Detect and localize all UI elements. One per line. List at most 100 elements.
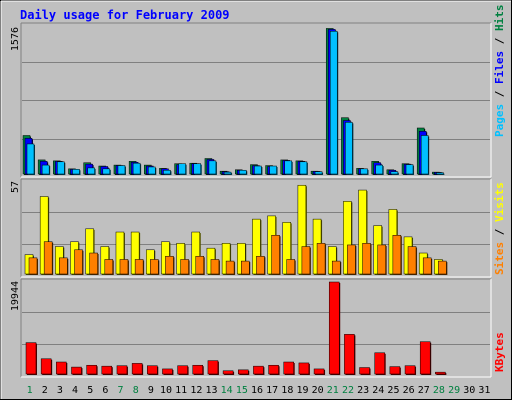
bar-kbytes-day-22 (344, 334, 355, 375)
bar-kbytes-day-7 (116, 365, 128, 375)
bar-kbytes-day-3 (56, 361, 67, 375)
bar-kbytes-day-2 (40, 358, 52, 375)
bar-pages-day-20 (314, 171, 323, 175)
bar-sites-day-3 (59, 257, 68, 275)
bar-pages-day-5 (87, 167, 95, 175)
bar-kbytes-day-21 (328, 281, 340, 375)
bar-sites-day-4 (74, 249, 83, 275)
legend-pages: Pages (493, 104, 506, 137)
bar-kbytes-day-12 (192, 364, 204, 375)
bar-pages-day-9 (148, 166, 156, 175)
legend-hits-files-pages-text: Pages / Files / Hits (493, 5, 506, 138)
legend-files: Files (493, 51, 506, 84)
day-label-21: 21 (327, 385, 339, 396)
bar-sites-day-23 (362, 243, 371, 275)
bar-pages-day-27 (420, 135, 429, 175)
bar-sites-day-17 (271, 235, 280, 275)
bar-pages-day-14 (223, 171, 232, 175)
bar-sites-day-18 (286, 259, 295, 275)
bar-kbytes-day-19 (298, 362, 310, 375)
bar-sites-day-25 (392, 235, 402, 275)
bar-pages-day-22 (345, 122, 353, 175)
bar-kbytes-day-16 (253, 365, 264, 375)
bar-sites-day-9 (150, 259, 159, 275)
day-label-28: 28 (433, 385, 445, 396)
bar-sites-day-14 (225, 260, 235, 275)
bar-sites-day-1 (28, 257, 38, 275)
day-label-7: 7 (118, 385, 124, 396)
bar-kbytes-day-28 (435, 371, 446, 375)
bar-kbytes-day-1 (25, 342, 37, 375)
bar-sites-day-10 (165, 255, 174, 275)
day-label-6: 6 (102, 385, 108, 396)
legend-kbytes: KBytes (493, 332, 506, 372)
day-label-17: 17 (266, 385, 278, 396)
bar-kbytes-day-24 (374, 352, 385, 375)
bar-pages-day-19 (299, 161, 308, 175)
bar-sites-day-27 (422, 257, 432, 275)
bar-sites-day-26 (407, 246, 417, 275)
bar-sites-day-7 (119, 259, 129, 275)
bar-kbytes-day-8 (131, 363, 143, 375)
bar-kbytes-day-6 (101, 365, 113, 375)
panel-bg-2 (21, 279, 491, 377)
legend-sep: / (493, 31, 506, 51)
bar-sites-day-19 (301, 246, 311, 275)
bar-pages-day-23 (360, 168, 368, 175)
day-label-31: 31 (478, 385, 490, 396)
day-label-10: 10 (160, 385, 172, 396)
bar-sites-day-24 (377, 244, 386, 275)
legend-sites: Sites (493, 242, 506, 275)
day-label-29: 29 (448, 385, 460, 396)
bar-pages-day-3 (57, 161, 65, 175)
day-label-25: 25 (387, 385, 399, 396)
bar-kbytes-day-11 (177, 365, 188, 375)
bar-sites-day-21 (331, 260, 341, 275)
bar-kbytes-day-14 (222, 370, 234, 375)
bar-pages-day-11 (178, 163, 186, 175)
legend-kbytes-text: KBytes (493, 332, 506, 372)
day-label-14: 14 (221, 385, 233, 396)
bar-sites-day-16 (256, 255, 265, 275)
day-label-24: 24 (372, 385, 384, 396)
bar-sites-day-11 (180, 259, 189, 275)
bar-sites-day-6 (104, 259, 114, 275)
day-label-26: 26 (403, 385, 415, 396)
bar-kbytes-day-10 (162, 368, 173, 375)
legend-hits-files-pages: Pages / Files / Hits (493, 5, 506, 138)
bar-pages-day-21 (329, 31, 338, 175)
bar-kbytes-day-15 (238, 369, 249, 375)
bar-pages-day-6 (102, 168, 111, 175)
bar-pages-day-28 (436, 172, 444, 175)
legend-sites-visits: Sites / Visits (493, 182, 506, 275)
bar-sites-day-12 (195, 255, 205, 275)
bar-kbytes-day-26 (404, 365, 416, 375)
day-label-23: 23 (357, 385, 369, 396)
bar-sites-day-5 (89, 252, 98, 275)
ymax-label-visits: 57 (10, 181, 21, 193)
bar-sites-day-13 (210, 259, 220, 275)
day-label-5: 5 (87, 385, 93, 396)
day-label-20: 20 (312, 385, 324, 396)
bar-sites-day-28 (438, 260, 447, 275)
bar-pages-day-1 (26, 143, 35, 175)
day-label-19: 19 (296, 385, 308, 396)
bar-pages-day-25 (390, 171, 399, 175)
bar-pages-day-17 (269, 165, 277, 175)
bar-sites-day-8 (134, 259, 144, 275)
bar-pages-day-4 (72, 169, 80, 175)
day-label-27: 27 (418, 385, 430, 396)
bar-pages-day-12 (193, 163, 202, 175)
ymax-label-kbytes: 19944 (10, 281, 21, 311)
bar-pages-day-28-shadow (437, 173, 445, 175)
bar-kbytes-day-27 (419, 341, 431, 375)
bar-sites-day-15 (241, 260, 250, 275)
bar-pages-day-24 (375, 164, 383, 175)
day-label-15: 15 (236, 385, 248, 396)
day-label-12: 12 (190, 385, 202, 396)
legend-kbytes: KBytes (493, 332, 506, 372)
bar-kbytes-day-9 (147, 365, 158, 375)
day-label-13: 13 (205, 385, 217, 396)
bar-kbytes-day-23 (359, 367, 370, 375)
